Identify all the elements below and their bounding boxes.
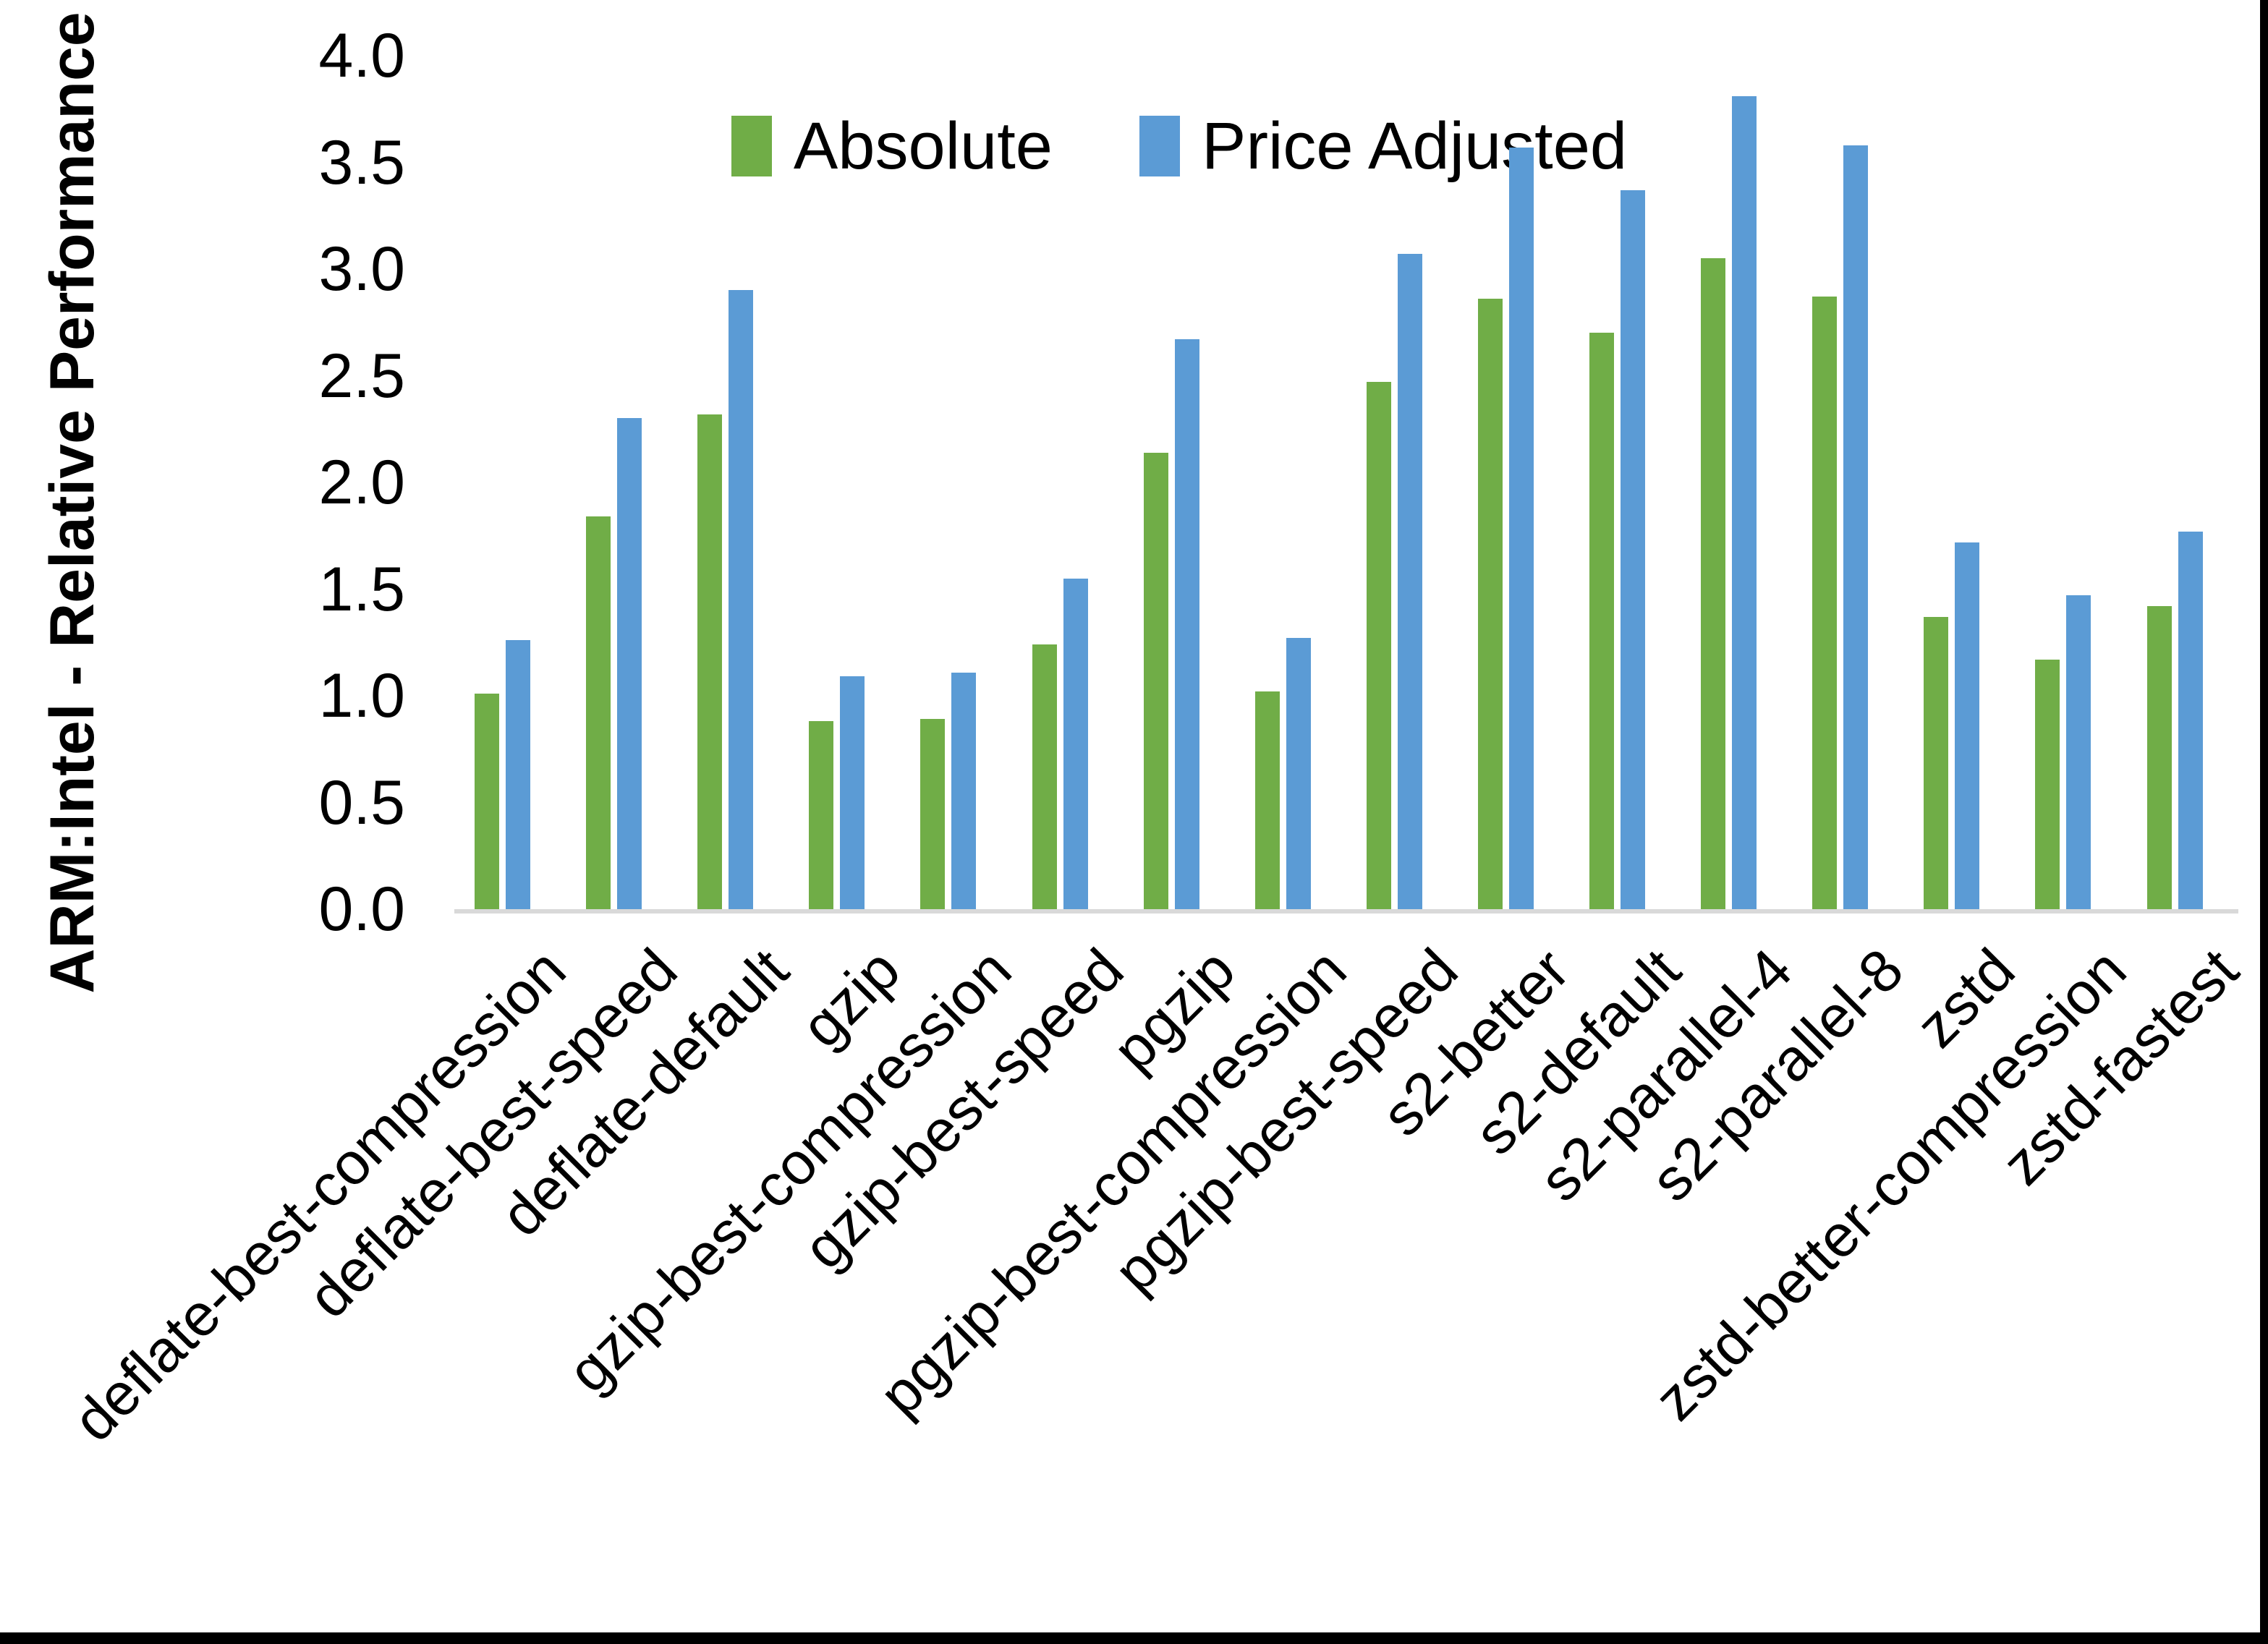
legend-swatch-price-adjusted <box>1139 116 1180 176</box>
legend-item-price-adjusted: Price Adjusted <box>1139 110 1627 182</box>
bar-absolute <box>586 516 611 909</box>
bar-absolute <box>1367 382 1391 909</box>
y-tick-label: 1.0 <box>318 661 405 731</box>
bar-absolute <box>920 719 945 909</box>
y-tick-label: 2.5 <box>318 341 405 411</box>
y-tick-label: 2.0 <box>318 448 405 517</box>
x-axis-line <box>454 909 2238 913</box>
bar-absolute <box>809 721 833 909</box>
bar-price-adjusted <box>617 418 642 909</box>
y-tick-label: 4.0 <box>318 21 405 90</box>
bar-price-adjusted <box>951 673 976 909</box>
y-tick-label: 0.5 <box>318 767 405 838</box>
bar-absolute <box>1701 258 1725 909</box>
bar-absolute <box>1812 297 1837 909</box>
bar-price-adjusted <box>1398 254 1422 909</box>
bar-price-adjusted <box>1621 190 1645 909</box>
bar-price-adjusted <box>1063 579 1088 909</box>
bar-absolute <box>1924 617 1948 909</box>
bar-price-adjusted <box>1509 148 1534 909</box>
bar-price-adjusted <box>1286 638 1311 909</box>
bar-absolute <box>1032 644 1057 909</box>
legend-label-price-adjusted: Price Adjusted <box>1201 109 1628 183</box>
y-tick-label: 3.0 <box>318 234 405 304</box>
y-tick-label: 3.5 <box>318 127 405 197</box>
legend-label-absolute: Absolute <box>793 109 1053 183</box>
right-border <box>2260 0 2268 1644</box>
bar-price-adjusted <box>840 676 865 909</box>
bottom-border <box>0 1632 2268 1644</box>
bar-absolute <box>697 414 722 909</box>
legend: Absolute Price Adjusted <box>0 110 2268 182</box>
legend-item-absolute: Absolute <box>731 110 1053 182</box>
bar-absolute <box>1589 333 1614 909</box>
bar-price-adjusted <box>2178 532 2203 909</box>
bar-price-adjusted <box>1732 96 1757 909</box>
bar-price-adjusted <box>506 640 530 909</box>
bar-absolute <box>1478 299 1503 909</box>
bar-price-adjusted <box>2066 595 2091 909</box>
bar-price-adjusted <box>1955 542 1979 909</box>
bar-price-adjusted <box>1843 145 1868 909</box>
bar-price-adjusted <box>729 290 753 909</box>
bar-absolute <box>475 694 499 909</box>
y-tick-label: 0.0 <box>318 874 405 944</box>
bar-price-adjusted <box>1175 339 1199 909</box>
y-tick-label: 1.5 <box>318 554 405 624</box>
bar-absolute <box>2035 660 2060 909</box>
bar-absolute <box>1144 453 1168 909</box>
legend-swatch-absolute <box>731 116 772 176</box>
bar-absolute <box>1255 691 1280 909</box>
bar-absolute <box>2147 606 2172 909</box>
